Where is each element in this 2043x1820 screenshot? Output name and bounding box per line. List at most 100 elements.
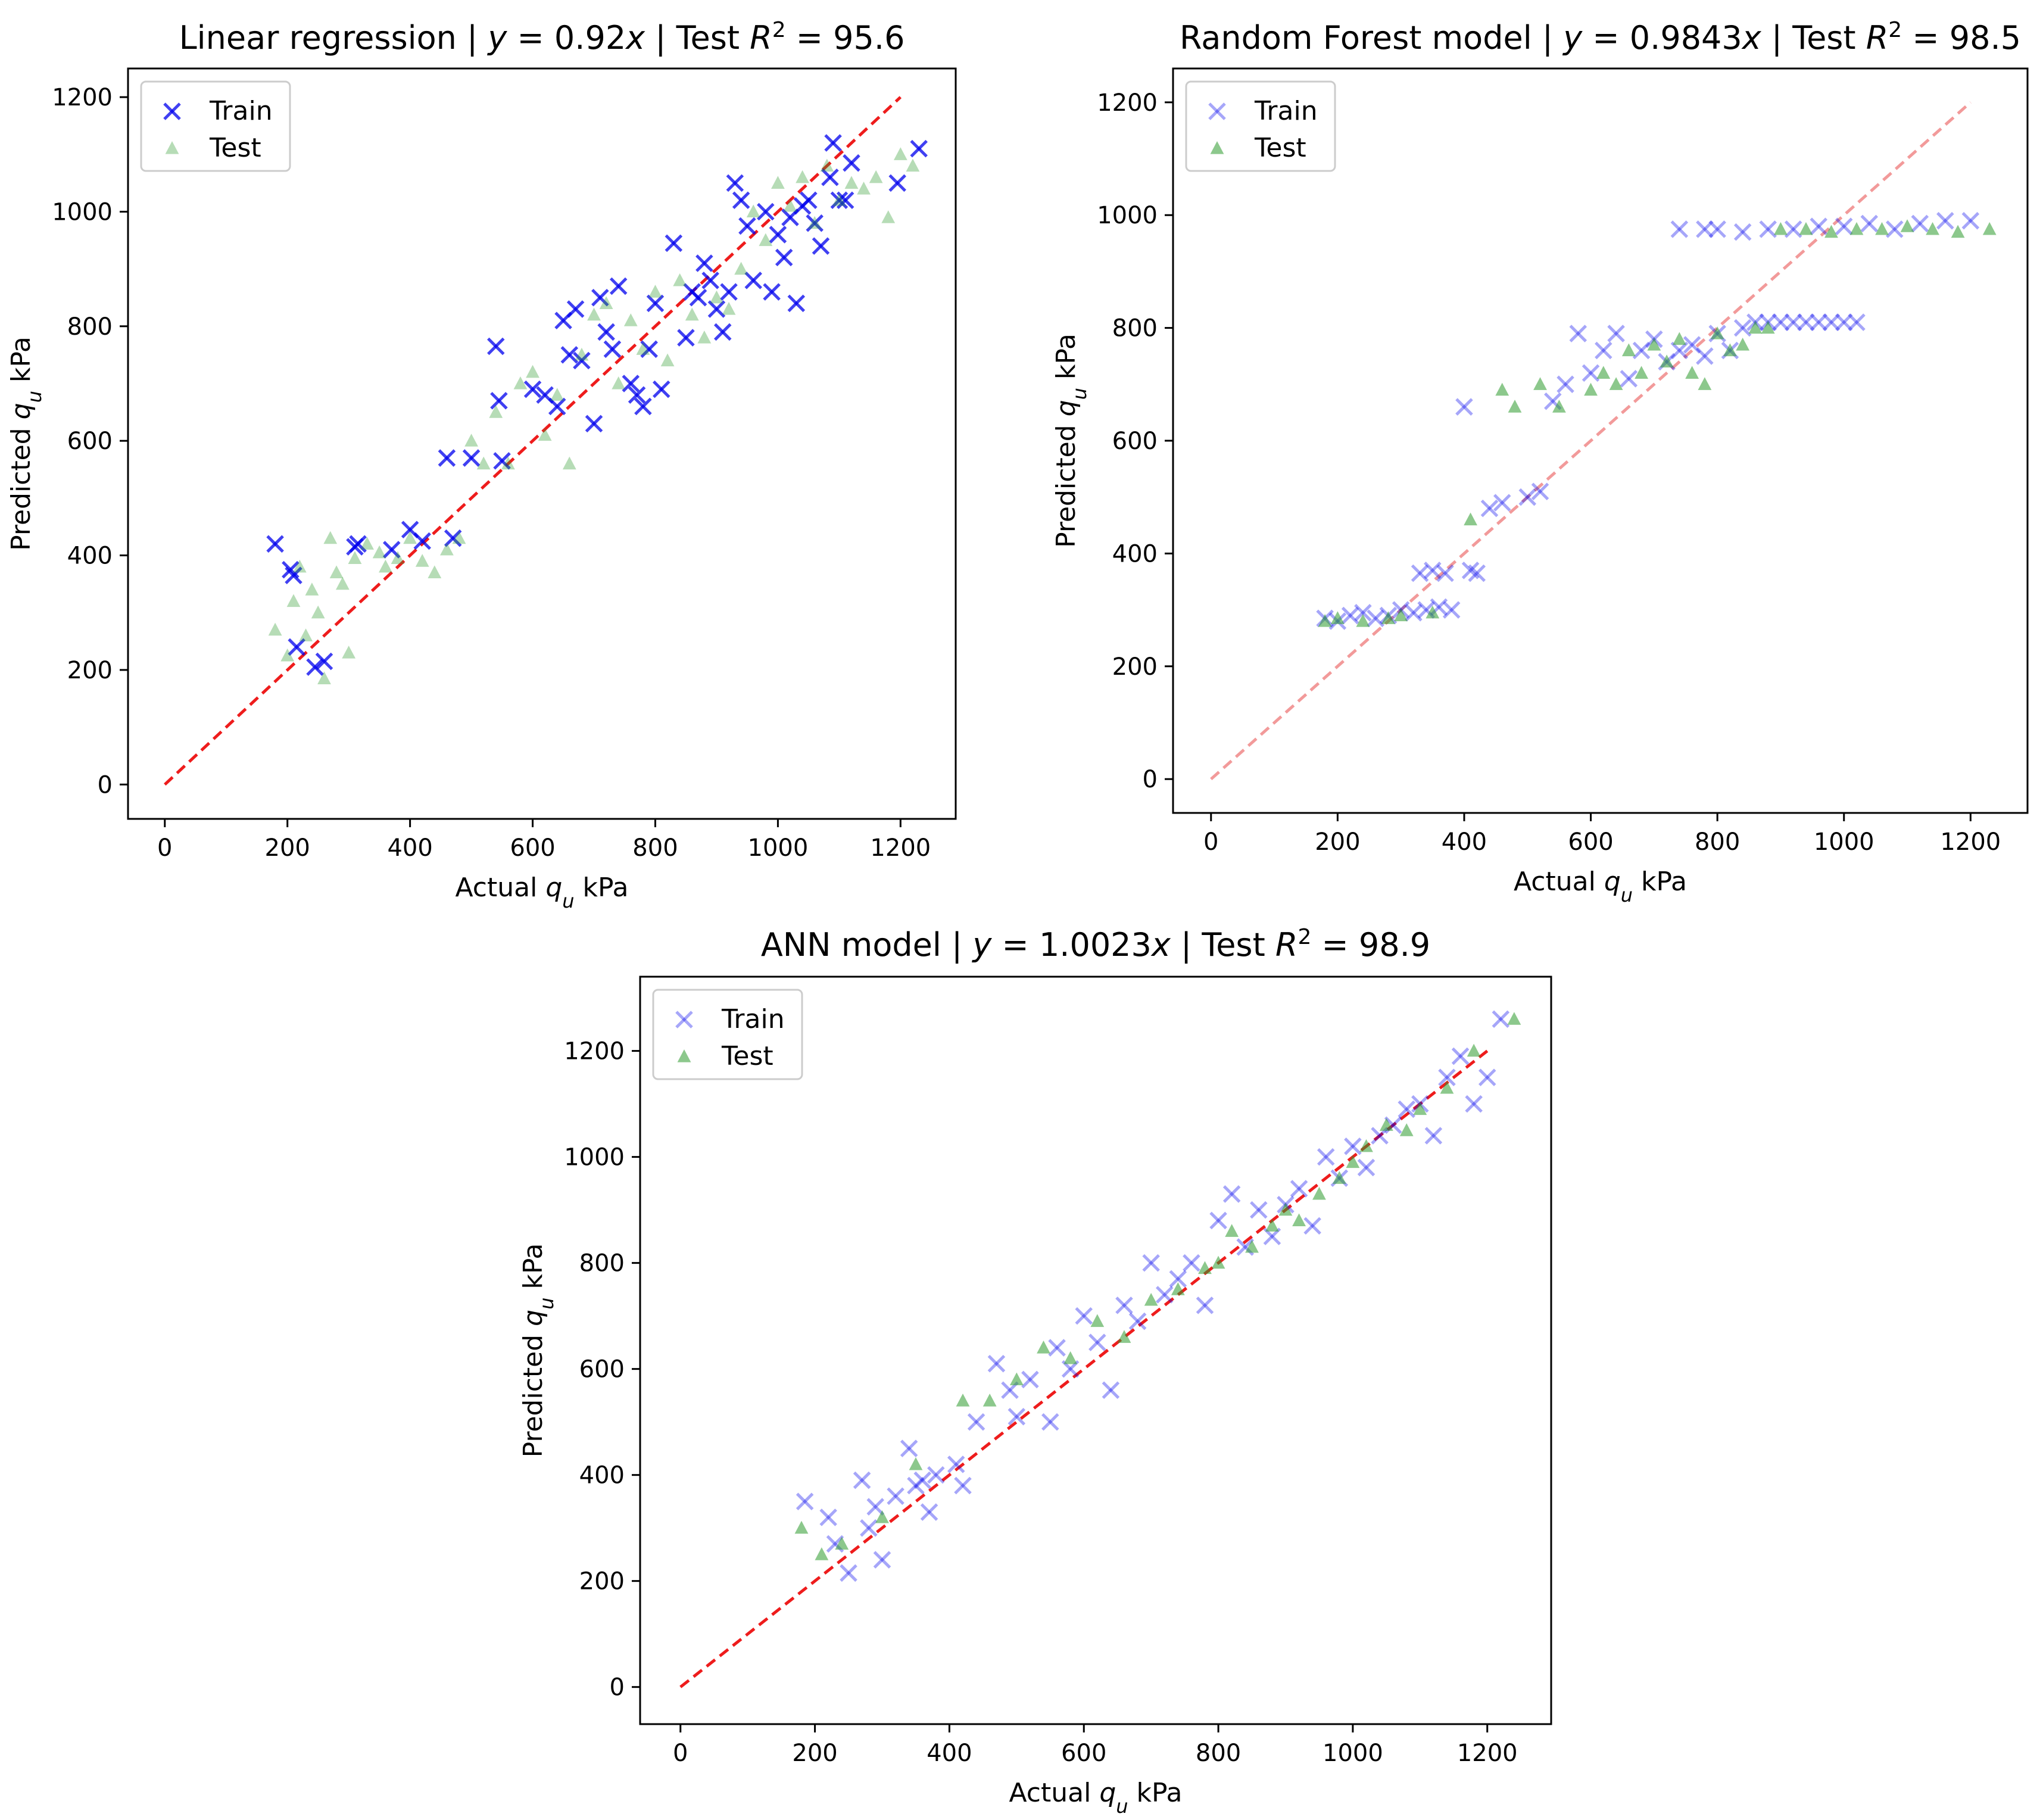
legend: Train Test (652, 989, 803, 1080)
test-point (452, 531, 466, 544)
test-point (476, 456, 491, 470)
test-point (746, 204, 760, 218)
plot-area-frame (639, 976, 1552, 1725)
y-tick-label: 200 (579, 1568, 625, 1595)
test-point (513, 376, 528, 389)
train-point (1048, 1339, 1066, 1357)
train-point (560, 346, 579, 364)
y-tick-label: 1000 (564, 1144, 625, 1171)
train-point (1670, 220, 1689, 238)
train-point (1733, 223, 1752, 241)
train-point (1835, 313, 1853, 331)
train-point (824, 134, 842, 152)
train-point (689, 288, 707, 307)
train-point (349, 535, 367, 553)
train-point (266, 535, 284, 553)
test-point (1144, 1292, 1158, 1306)
test-point (1982, 222, 1997, 235)
train-point (1075, 1307, 1093, 1325)
y-tick-label: 0 (610, 1674, 625, 1701)
train-point (1810, 217, 1827, 235)
train-point (819, 1509, 837, 1526)
train-point (1493, 494, 1511, 512)
train-point (1465, 1095, 1483, 1113)
test-point (599, 296, 613, 309)
train-point (732, 191, 750, 209)
train-point (1102, 1381, 1120, 1400)
train-point (775, 248, 793, 267)
test-point (1875, 222, 1889, 235)
train-point (493, 452, 511, 470)
train-point (830, 191, 849, 209)
test-point (612, 376, 626, 389)
train-point (1531, 482, 1549, 500)
test-point (1508, 400, 1522, 413)
train-point (836, 191, 854, 209)
train-point (1620, 370, 1638, 388)
test-point (1900, 219, 1914, 232)
train-point (954, 1476, 972, 1495)
test-point (1394, 608, 1408, 622)
y-tick-label: 600 (1112, 428, 1158, 455)
test-point (286, 594, 301, 607)
x-axis-label: Actual qu kPa (1009, 1778, 1182, 1818)
train-point (1961, 211, 1980, 230)
x-tick-label: 800 (1196, 1740, 1241, 1767)
x-tick-label: 600 (1568, 828, 1613, 856)
test-point (292, 559, 307, 573)
test-point (1312, 1186, 1326, 1200)
test-point (1698, 377, 1712, 390)
test-point (587, 307, 601, 321)
test-point (857, 181, 871, 195)
x-tick-label: 600 (510, 834, 555, 862)
train-point (597, 323, 615, 341)
train-point (787, 294, 806, 313)
test-point (1090, 1314, 1105, 1327)
train-point (1911, 214, 1929, 233)
test-point (1225, 1224, 1239, 1237)
panel-random-forest: Random Forest model | y = 0.9843x | Test… (1051, 18, 2029, 906)
test-point (1467, 1043, 1481, 1057)
y-tick-label: 800 (1112, 315, 1158, 342)
train-point (1367, 609, 1384, 628)
train-point (1759, 220, 1777, 238)
train-point (947, 1456, 965, 1473)
test-point (794, 1520, 809, 1534)
train-point (677, 329, 695, 347)
train-point (1670, 341, 1689, 360)
legend-box (1185, 80, 1336, 172)
x-tick-label: 1000 (748, 834, 809, 862)
train-point (1128, 1312, 1147, 1330)
y-tick-label: 200 (67, 657, 113, 684)
test-point (1926, 222, 1939, 235)
test-point (1063, 1351, 1078, 1364)
train-point (1344, 1138, 1362, 1155)
train-point (1088, 1333, 1106, 1351)
legend-train-label: Train (1254, 96, 1318, 126)
series-test (1318, 219, 1997, 627)
test-point (1171, 1282, 1185, 1295)
train-point (821, 168, 839, 186)
test-point (550, 388, 564, 401)
train-point (1424, 562, 1442, 579)
y-axis-label: Predicted qu kPa (518, 1244, 558, 1458)
test-point (807, 216, 822, 229)
train-point (1733, 319, 1752, 337)
train-point (888, 174, 906, 192)
series-train (266, 134, 928, 676)
train-point (1936, 211, 1954, 230)
test-point (526, 364, 539, 378)
y-axis-label: Predicted qu kPa (6, 336, 46, 551)
train-point (622, 375, 640, 392)
y-tick-label: 200 (1112, 653, 1158, 681)
train-point (1492, 1010, 1510, 1028)
train-point (1436, 564, 1454, 582)
test-point (299, 628, 313, 641)
train-point (646, 294, 665, 313)
train-point (490, 392, 508, 410)
legend-test-marker (165, 141, 179, 154)
test-point (796, 170, 809, 183)
train-point (887, 1487, 904, 1506)
chart-title: Linear regression | y = 0.92x | Test R2 … (179, 18, 905, 57)
